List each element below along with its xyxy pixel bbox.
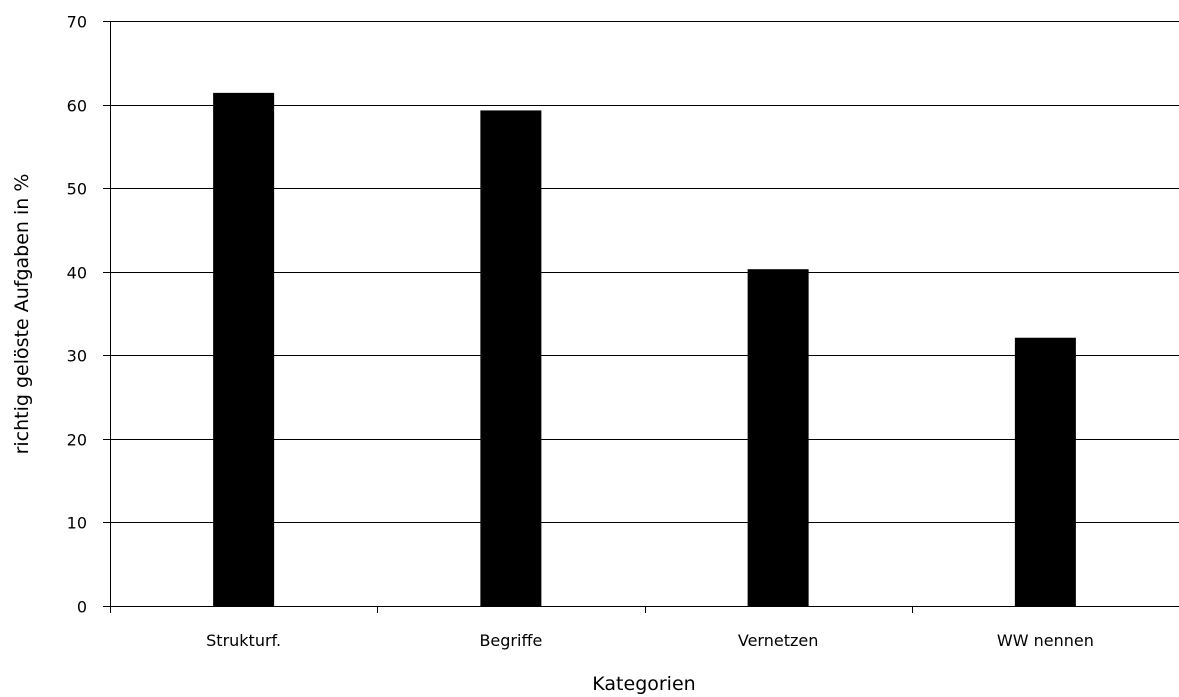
bars — [213, 92, 1076, 607]
bar-ww-nennen — [1014, 337, 1076, 606]
bar-vernetzen — [747, 269, 809, 606]
y-axis-title: richtig gelöste Aufgaben in % — [11, 174, 33, 455]
y-tick-label: 20 — [67, 431, 87, 450]
x-tick-label: WW nennen — [997, 631, 1094, 650]
bar-begriffe — [480, 110, 542, 607]
x-tick-label: Vernetzen — [738, 631, 818, 650]
gridlines — [110, 21, 1179, 523]
bar-strukturf — [213, 92, 275, 606]
axes — [103, 21, 1179, 613]
y-tick-label: 40 — [67, 264, 87, 283]
x-tick-label: Strukturf. — [206, 631, 281, 650]
y-tick-label: 0 — [77, 598, 87, 617]
y-tick-label: 60 — [67, 97, 87, 116]
x-tick-label: Begriffe — [479, 631, 542, 650]
y-tick-label: 50 — [67, 180, 87, 199]
x-axis-title: Kategorien — [592, 673, 695, 695]
y-tick-labels: 0 10 20 30 40 50 60 70 — [67, 13, 87, 617]
y-tick-label: 10 — [67, 514, 87, 533]
x-tick-labels: Strukturf. Begriffe Vernetzen WW nennen — [206, 631, 1094, 650]
y-tick-label: 30 — [67, 347, 87, 366]
y-tick-label: 70 — [67, 13, 87, 32]
